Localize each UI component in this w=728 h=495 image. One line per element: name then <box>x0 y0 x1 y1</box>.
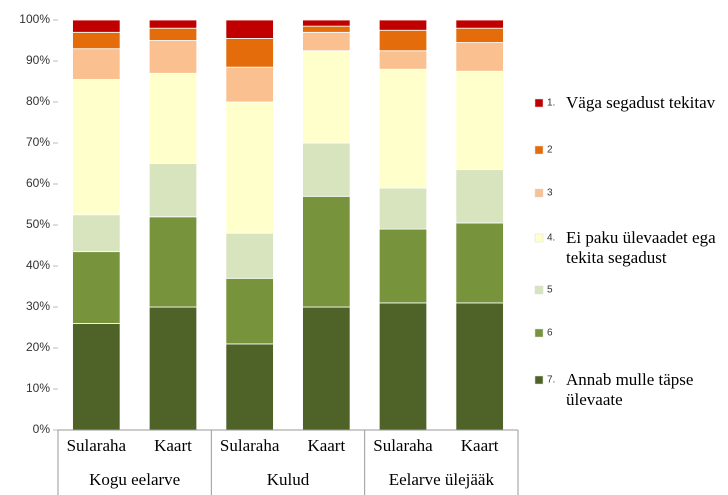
legend-swatch <box>534 98 544 108</box>
y-tick-label: 40% <box>26 258 50 272</box>
bar-segment <box>72 31 121 50</box>
bar-segment <box>225 19 274 39</box>
bar-segment <box>302 195 351 308</box>
x-tick-label: Sularaha <box>373 436 433 455</box>
bar-segment <box>148 216 198 308</box>
legend-swatch <box>534 188 544 198</box>
bar-segment <box>302 306 351 431</box>
y-tick-label: 20% <box>26 340 50 354</box>
bar-segment <box>378 302 428 431</box>
x-tick-label: Sularaha <box>220 436 280 455</box>
y-tick-label: 60% <box>26 176 50 190</box>
bar-segment <box>72 48 121 80</box>
y-tick-label: 10% <box>26 381 50 395</box>
bar-segment <box>148 72 198 164</box>
bar-segment <box>378 68 428 189</box>
bar-segment <box>225 66 274 103</box>
bar-segment <box>455 302 504 431</box>
y-tick-label: 70% <box>26 135 50 149</box>
bar-segment <box>148 163 198 218</box>
bar-segment <box>455 42 504 72</box>
bar-segment <box>72 251 121 324</box>
group-label: Kogu eelarve <box>89 470 180 489</box>
legend-label: 7. <box>547 375 555 386</box>
bar-segment <box>225 38 274 68</box>
legend-description: Ei paku ülevaadet ega tekita segadust <box>566 228 716 267</box>
bar-segment <box>378 19 428 31</box>
group-label: Kulud <box>267 470 310 489</box>
legend-label: 1. <box>547 98 555 109</box>
bar-segment <box>72 19 121 33</box>
bar-segment <box>225 277 274 345</box>
legend-label: 4. <box>547 233 555 244</box>
x-tick-label: Kaart <box>461 436 499 455</box>
bar-segment <box>378 29 428 52</box>
bar-segment <box>225 343 274 431</box>
bar-segment <box>455 222 504 304</box>
bar-segment <box>148 27 198 41</box>
bar-segment <box>148 306 198 431</box>
bar-segment <box>455 169 504 224</box>
legend-label: 3 <box>547 188 553 199</box>
bar-segment <box>455 70 504 171</box>
bar-segment <box>378 228 428 304</box>
bar-segment <box>148 19 198 29</box>
bar-segment <box>302 19 351 27</box>
y-tick-label: 50% <box>26 217 50 231</box>
y-tick-label: 0% <box>33 422 51 436</box>
bar-segment <box>302 25 351 33</box>
legend-label: 2 <box>547 145 553 156</box>
legend-swatch <box>534 328 544 338</box>
y-tick-label: 90% <box>26 53 50 67</box>
bar-segment <box>455 27 504 43</box>
bar-segment <box>148 40 198 74</box>
y-tick-label: 30% <box>26 299 50 313</box>
bar-segment <box>302 31 351 52</box>
legend-swatch <box>534 285 544 295</box>
legend-label: 5 <box>547 285 553 296</box>
legend-description: Annab mulle täpse ülevaate <box>566 370 694 409</box>
bar-segment <box>225 232 274 279</box>
y-tick-label: 100% <box>19 12 50 26</box>
bar-segment <box>455 19 504 29</box>
bar-segment <box>72 79 121 216</box>
x-tick-label: Kaart <box>307 436 345 455</box>
legend-description: Väga segadust tekitav <box>566 93 716 112</box>
x-tick-label: Kaart <box>154 436 192 455</box>
x-tick-label: Sularaha <box>67 436 127 455</box>
legend-swatch <box>534 375 544 385</box>
bar-segment <box>72 322 121 431</box>
bar-segment <box>378 50 428 70</box>
y-tick-label: 80% <box>26 94 50 108</box>
bar-segment <box>225 101 274 234</box>
legend-label: 6 <box>547 328 553 339</box>
bar-segment <box>378 187 428 230</box>
bar-segment <box>302 50 351 144</box>
group-label: Eelarve ülejääk <box>389 470 495 489</box>
bar-segment <box>72 214 121 253</box>
legend-swatch <box>534 233 544 243</box>
bar-segment <box>302 142 351 197</box>
legend-swatch <box>534 145 544 155</box>
